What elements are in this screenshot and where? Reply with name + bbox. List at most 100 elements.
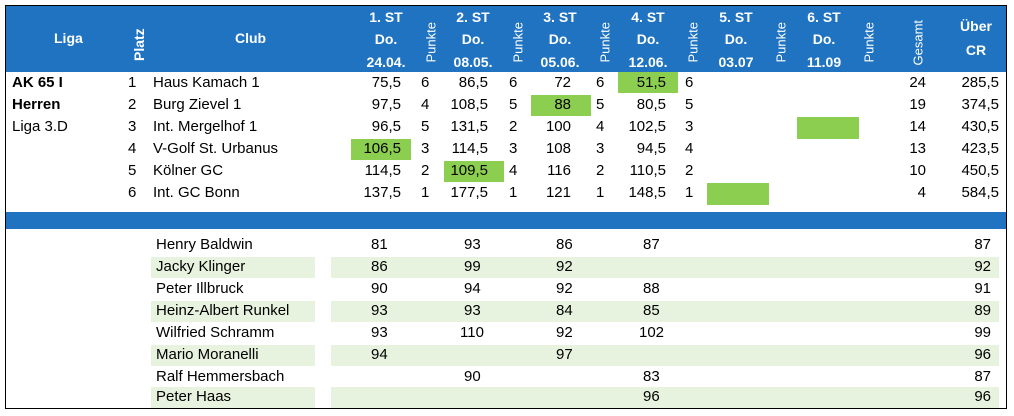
highlight-cell-empty bbox=[797, 117, 859, 139]
player-ueber-cr: 92 bbox=[974, 258, 991, 275]
round-points: 3 bbox=[421, 140, 430, 157]
ueber-cr: 285,5 bbox=[961, 74, 999, 91]
header-punkte-6: Punkte bbox=[861, 22, 877, 63]
platz: 1 bbox=[128, 74, 137, 91]
round-points: 6 bbox=[421, 74, 430, 91]
round-score: 106,5 bbox=[363, 140, 401, 157]
round-score: 108,5 bbox=[450, 96, 488, 113]
round-score: 100 bbox=[545, 118, 571, 135]
round-score: 177,5 bbox=[450, 184, 488, 201]
ueber-cr: 423,5 bbox=[961, 140, 999, 157]
player-ueber-cr: 87 bbox=[974, 368, 991, 385]
round-points: 5 bbox=[685, 96, 694, 113]
header-punkte-4: Punkte bbox=[685, 22, 701, 63]
round-score: 97,5 bbox=[371, 96, 401, 113]
player-score: 93 bbox=[464, 302, 481, 319]
round-points: 5 bbox=[421, 118, 430, 135]
platz: 5 bbox=[128, 162, 137, 179]
platz: 2 bbox=[128, 96, 137, 113]
header-round-1: 1. ST bbox=[369, 9, 403, 25]
platz: 6 bbox=[128, 184, 137, 201]
header-round-2-date: 08.05. bbox=[453, 54, 493, 70]
round-points: 2 bbox=[421, 162, 430, 179]
player-score: 86 bbox=[371, 258, 388, 275]
header-liga: Liga bbox=[54, 30, 83, 46]
gesamt: 4 bbox=[917, 184, 926, 201]
round-score: 110,5 bbox=[629, 162, 666, 179]
round-score: 114,5 bbox=[451, 140, 488, 157]
round-score: 72 bbox=[554, 74, 571, 91]
highlight-cell bbox=[351, 139, 411, 160]
header-punkte-1: Punkte bbox=[423, 22, 439, 63]
round-points: 3 bbox=[596, 140, 605, 157]
ueber-cr: 374,5 bbox=[961, 96, 999, 113]
header-round-1-date: 24.04. bbox=[366, 54, 406, 70]
platz: 4 bbox=[128, 140, 137, 157]
player-score: 94 bbox=[464, 280, 481, 297]
header-punkte-3: Punkte bbox=[597, 22, 613, 63]
platz: 3 bbox=[128, 118, 137, 135]
gesamt: 24 bbox=[909, 74, 926, 91]
round-points: 1 bbox=[421, 184, 430, 201]
club-name: Int. Mergelhof 1 bbox=[153, 118, 258, 135]
header-platz: Platz bbox=[131, 28, 147, 61]
row-stripe bbox=[331, 387, 999, 408]
header-cr: CR bbox=[965, 42, 987, 58]
highlight-cell bbox=[618, 72, 678, 93]
round-score: 96,5 bbox=[371, 118, 401, 135]
player-score: 90 bbox=[371, 280, 388, 297]
player-score: 87 bbox=[643, 236, 660, 253]
player-name: Peter Haas bbox=[156, 388, 232, 405]
liga-label-division: Liga 3.D bbox=[12, 118, 68, 135]
player-score: 99 bbox=[464, 258, 481, 275]
player-score: 97 bbox=[556, 346, 573, 363]
round-points: 6 bbox=[596, 74, 605, 91]
header-round-2-day: Do. bbox=[461, 31, 485, 47]
round-score: 116 bbox=[547, 162, 571, 179]
round-points: 6 bbox=[509, 74, 518, 91]
header-round-4-day: Do. bbox=[636, 31, 660, 47]
ueber-cr: 430,5 bbox=[961, 118, 999, 135]
header-punkte-2: Punkte bbox=[510, 22, 526, 63]
row-stripe bbox=[151, 345, 315, 366]
player-ueber-cr: 87 bbox=[974, 236, 991, 253]
round-score: 88 bbox=[554, 96, 571, 113]
header-round-5: 5. ST bbox=[719, 9, 753, 25]
ueber-cr: 584,5 bbox=[961, 184, 999, 201]
player-score: 94 bbox=[371, 346, 388, 363]
player-name: Jacky Klinger bbox=[156, 258, 246, 275]
round-score: 131,5 bbox=[450, 118, 488, 135]
round-score: 80,5 bbox=[636, 96, 666, 113]
player-score: 84 bbox=[556, 302, 573, 319]
round-points: 4 bbox=[509, 162, 518, 179]
player-name: Mario Moranelli bbox=[156, 346, 259, 363]
player-score: 90 bbox=[464, 368, 481, 385]
header-round-2: 2. ST bbox=[456, 9, 490, 25]
player-score: 102 bbox=[639, 324, 665, 341]
player-score: 92 bbox=[556, 324, 573, 341]
row-stripe bbox=[151, 301, 315, 322]
round-points: 1 bbox=[596, 184, 605, 201]
round-points: 4 bbox=[596, 118, 605, 135]
liga-label-age: AK 65 I bbox=[12, 74, 63, 91]
row-stripe bbox=[331, 301, 999, 322]
gesamt: 13 bbox=[909, 140, 926, 157]
player-ueber-cr: 96 bbox=[974, 346, 991, 363]
player-score: 86 bbox=[556, 236, 573, 253]
round-score: 137,5 bbox=[363, 184, 401, 201]
round-points: 5 bbox=[509, 96, 518, 113]
round-score: 108 bbox=[545, 140, 571, 157]
section-separator bbox=[6, 212, 1006, 229]
header-round-3: 3. ST bbox=[543, 9, 577, 25]
round-points: 1 bbox=[685, 184, 694, 201]
player-score: 85 bbox=[643, 302, 660, 319]
round-score: 86,5 bbox=[458, 74, 488, 91]
round-points: 2 bbox=[509, 118, 518, 135]
round-points: 3 bbox=[509, 140, 518, 157]
player-score: 88 bbox=[643, 280, 660, 297]
player-ueber-cr: 91 bbox=[974, 280, 991, 297]
round-score: 51,5 bbox=[636, 74, 666, 91]
player-score: 92 bbox=[556, 280, 573, 297]
ueber-cr: 450,5 bbox=[961, 162, 999, 179]
highlight-cell-empty bbox=[707, 183, 769, 205]
